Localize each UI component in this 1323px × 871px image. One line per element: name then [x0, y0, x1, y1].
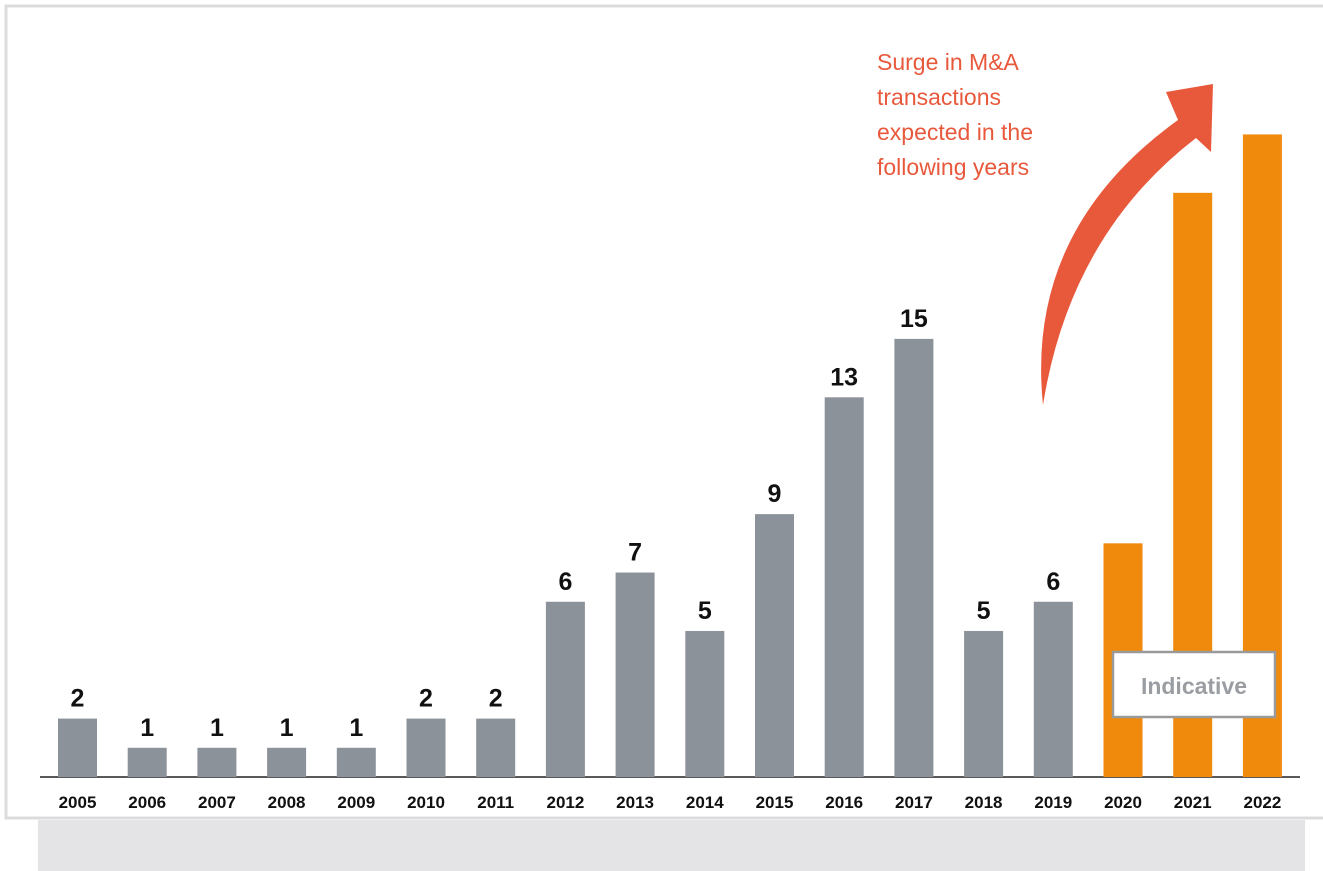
x-tick-label: 2006	[128, 793, 166, 812]
value-label: 2	[71, 685, 85, 713]
x-tick-label: 2021	[1174, 793, 1212, 812]
x-tick-label: 2016	[825, 793, 863, 812]
value-label: 5	[698, 597, 712, 625]
x-tick-label: 2009	[337, 793, 375, 812]
value-label: 1	[280, 714, 294, 742]
value-label: 1	[210, 714, 224, 742]
x-tick-label: 2005	[59, 793, 97, 812]
x-tick-label: 2011	[477, 793, 514, 812]
bar	[336, 747, 376, 777]
x-tick-label: 2008	[268, 793, 306, 812]
bar	[267, 747, 307, 777]
indicative-box	[1111, 650, 1277, 719]
trend-arrow	[1041, 84, 1213, 405]
x-tick-label: 2015	[756, 793, 794, 812]
x-tick-label: 2010	[407, 793, 445, 812]
x-tick-label: 2007	[198, 793, 236, 812]
footer-strip	[38, 820, 1305, 871]
bar	[615, 572, 655, 777]
value-label: 5	[977, 597, 991, 625]
bar	[545, 601, 585, 777]
bar	[406, 718, 446, 777]
x-tick-label: 2022	[1243, 793, 1281, 812]
value-label: 6	[1046, 568, 1060, 596]
bar	[1033, 601, 1073, 777]
value-label: 1	[349, 714, 363, 742]
x-tick-label: 2014	[686, 793, 724, 812]
bar	[964, 630, 1004, 777]
bar	[894, 338, 934, 777]
value-label: 6	[558, 568, 572, 596]
x-tick-label: 2012	[546, 793, 584, 812]
annotation: transactions	[877, 84, 1001, 110]
value-label: 1	[140, 714, 154, 742]
x-tick-label: 2019	[1034, 793, 1072, 812]
value-label: 13	[830, 363, 858, 391]
annotation: following years	[877, 154, 1029, 180]
value-label: 7	[628, 539, 642, 567]
indicative-label: Indicative	[1141, 673, 1247, 699]
x-tick-label: 2013	[616, 793, 654, 812]
bar	[127, 747, 167, 777]
x-tick-label: 2017	[895, 793, 933, 812]
value-label: 15	[900, 305, 928, 333]
bar	[476, 718, 516, 777]
bar	[58, 718, 97, 777]
value-label: 2	[419, 685, 433, 713]
value-label: 9	[768, 480, 782, 508]
bar	[197, 747, 237, 777]
bar	[824, 397, 864, 777]
x-tick-label: 2018	[965, 793, 1003, 812]
bar	[685, 630, 725, 777]
x-tick-label: 2020	[1104, 793, 1142, 812]
bar	[755, 514, 794, 777]
annotation: Surge in M&A	[877, 49, 1020, 75]
value-label: 2	[489, 685, 503, 713]
annotation: expected in the	[877, 119, 1033, 145]
